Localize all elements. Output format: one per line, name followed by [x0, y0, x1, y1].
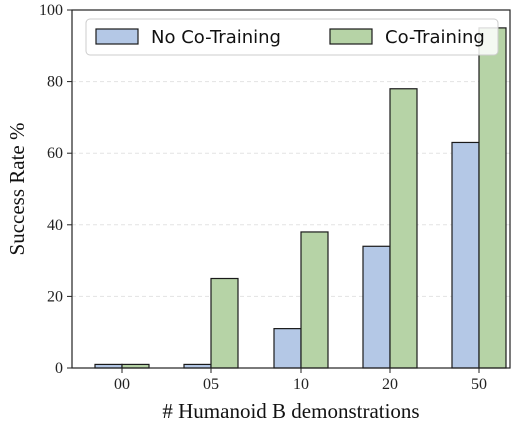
- x-tick-label: 05: [203, 376, 219, 393]
- bar-group: [94, 27, 507, 369]
- x-tick-label: 00: [114, 376, 130, 393]
- x-tick-label: 10: [293, 376, 309, 393]
- legend-label-co-training: Co-Training: [385, 27, 485, 48]
- legend-label-no-co-training: No Co-Training: [151, 27, 281, 48]
- x-axis-ticks: 00 05 10 20 50: [114, 368, 487, 393]
- legend-swatch-no-co-training: [95, 28, 139, 45]
- bar-co-training-50: [478, 27, 507, 369]
- y-tick-label: 20: [47, 288, 63, 305]
- y-tick-label: 60: [47, 145, 63, 162]
- y-tick-label: 40: [47, 217, 63, 234]
- bar-no-co-training-20: [362, 245, 391, 369]
- bar-co-training-20: [389, 88, 418, 369]
- bar-co-training-05: [210, 277, 239, 369]
- y-tick-label: 80: [47, 74, 63, 91]
- legend-swatch-co-training: [329, 28, 373, 45]
- grid-lines: [72, 81, 510, 297]
- plot-frame: [71, 9, 511, 369]
- x-axis-label: # Humanoid B demonstrations: [162, 399, 419, 423]
- legend-box: [85, 18, 499, 56]
- y-axis-ticks: 0 20 40 60 80 100: [39, 2, 72, 377]
- bar-no-co-training-50: [451, 141, 480, 369]
- x-tick-label: 50: [471, 376, 487, 393]
- legend: No Co-Training Co-Training: [85, 18, 499, 56]
- bar-no-co-training-10: [273, 328, 302, 369]
- x-tick-label: 20: [382, 376, 398, 393]
- bar-co-training-10: [300, 231, 329, 369]
- y-tick-label: 0: [55, 360, 63, 377]
- y-axis-label: Success Rate %: [5, 123, 29, 256]
- y-tick-label: 100: [39, 2, 63, 19]
